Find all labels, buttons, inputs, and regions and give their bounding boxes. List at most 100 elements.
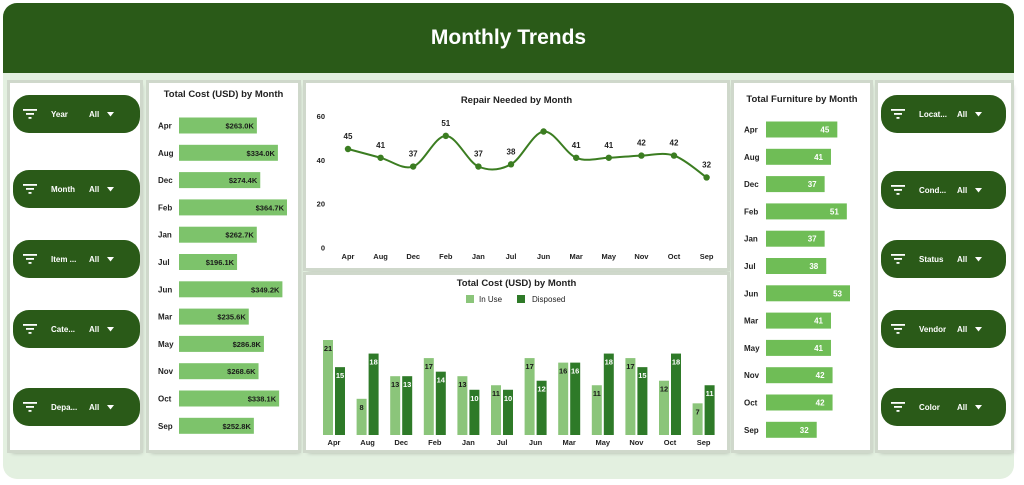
page-title: Monthly Trends [430,26,587,49]
y-tick-label: Nov [158,367,174,376]
x-tick-label: Sep [697,438,711,447]
data-label: $338.1K [248,395,277,404]
left-slicer-4[interactable]: Cate... All [13,310,140,348]
bar [179,417,254,434]
bar [570,362,581,435]
chevron-down-icon [107,187,114,192]
bar [766,394,833,411]
right-slicer-3[interactable]: Status All [881,240,1006,278]
x-tick-label: May [596,438,611,447]
bar [179,226,257,243]
y-tick-label: 40 [317,156,325,165]
bar [179,335,264,352]
x-tick-label: Aug [360,438,375,447]
right-slicer-4[interactable]: Vendor All [881,310,1006,348]
data-label: 11 [492,389,500,398]
slicer-value: All [957,402,968,412]
y-tick-label: Jun [744,289,758,298]
data-label: 14 [437,376,446,385]
left-slicer-5[interactable]: Depa... All [13,388,140,426]
bar [179,144,278,161]
data-label: $235.6K [217,313,246,322]
bar [671,353,681,435]
bar [766,285,850,302]
slicer-value: All [89,402,100,412]
data-label: 37 [808,235,817,244]
y-tick-label: Aug [158,149,174,158]
x-tick-label: Feb [428,438,442,447]
data-label: 18 [369,358,377,367]
data-label: 38 [507,147,516,156]
data-label: 11 [706,389,714,398]
slicer-value: All [957,254,968,264]
y-tick-label: Sep [744,426,759,435]
right-slicer-1[interactable]: Locat... All [881,95,1006,133]
bar [323,340,333,435]
y-tick-label: Jul [158,258,170,267]
filter-icon [23,324,37,334]
slicer-value: All [957,324,968,334]
data-label: $196.1K [206,258,235,267]
y-tick-label: Dec [158,176,173,185]
data-label: 42 [816,399,825,408]
repair-line-chart: 0 20 40 60 45 Apr 41 Aug 37 Dec 51 Feb 37 Jan 38 Jul Jun… [317,112,714,261]
data-label: 10 [470,394,478,403]
data-label: $274.4K [229,176,258,185]
x-tick-label: Sep [700,252,714,261]
data-label: 13 [458,380,466,389]
right-slicer-2[interactable]: Cond... All [881,171,1006,209]
data-label: 32 [702,160,711,169]
bar [766,312,831,329]
data-point [638,152,645,159]
chevron-down-icon [107,405,114,410]
bar [766,148,831,165]
cost-by-month-bar-panel: Total Cost (USD) by Month Apr $263.0K Aug $… [149,83,298,450]
left-slicer-2[interactable]: Month All [13,170,140,208]
data-point [475,163,482,170]
chevron-down-icon [107,112,114,117]
data-label: 37 [474,150,483,159]
x-tick-label: May [602,252,617,261]
data-label: 12 [660,385,668,394]
chart-title: Total Cost (USD) by Month [163,89,284,100]
bar [766,367,833,384]
x-tick-label: Jul [497,438,508,447]
bar [179,172,261,189]
y-tick-label: Jul [744,262,756,271]
filter-icon [891,254,905,264]
x-tick-label: Jun [537,252,551,261]
y-tick-label: May [158,340,174,349]
left-slicer-1[interactable]: Year All [13,95,140,133]
data-label: 16 [571,367,579,376]
x-tick-label: Nov [629,438,644,447]
data-point [410,163,417,170]
bar [766,121,838,138]
right-slicer-5[interactable]: Color All [881,388,1006,426]
y-tick-label: Jan [744,235,758,244]
data-label: 18 [672,358,680,367]
y-tick-label: Jun [158,285,172,294]
x-tick-label: Jan [462,438,475,447]
slicer-label: Cond... [919,185,947,195]
y-tick-label: Oct [158,395,172,404]
bar [179,281,283,298]
x-tick-label: Apr [328,438,341,447]
y-tick-label: Apr [744,126,758,135]
left-slicer-3[interactable]: Item ... All [13,240,140,278]
x-tick-label: Dec [394,438,408,447]
y-tick-label: Sep [158,422,173,431]
bar [356,398,367,435]
chart-title: Total Furniture by Month [746,94,858,105]
data-point [573,154,580,161]
slicer-value: All [89,109,100,119]
slicer-value: All [957,185,968,195]
data-label: 53 [833,289,842,298]
data-label: 12 [537,385,545,394]
data-label: 41 [604,141,613,150]
bar [491,385,501,435]
cost-clustered-panel: Total Cost (USD) by Month In Use Disposed… [306,275,727,450]
x-tick-label: Dec [406,252,420,261]
bar [423,358,434,435]
x-tick-label: Mar [570,252,583,261]
data-label: 41 [572,141,581,150]
